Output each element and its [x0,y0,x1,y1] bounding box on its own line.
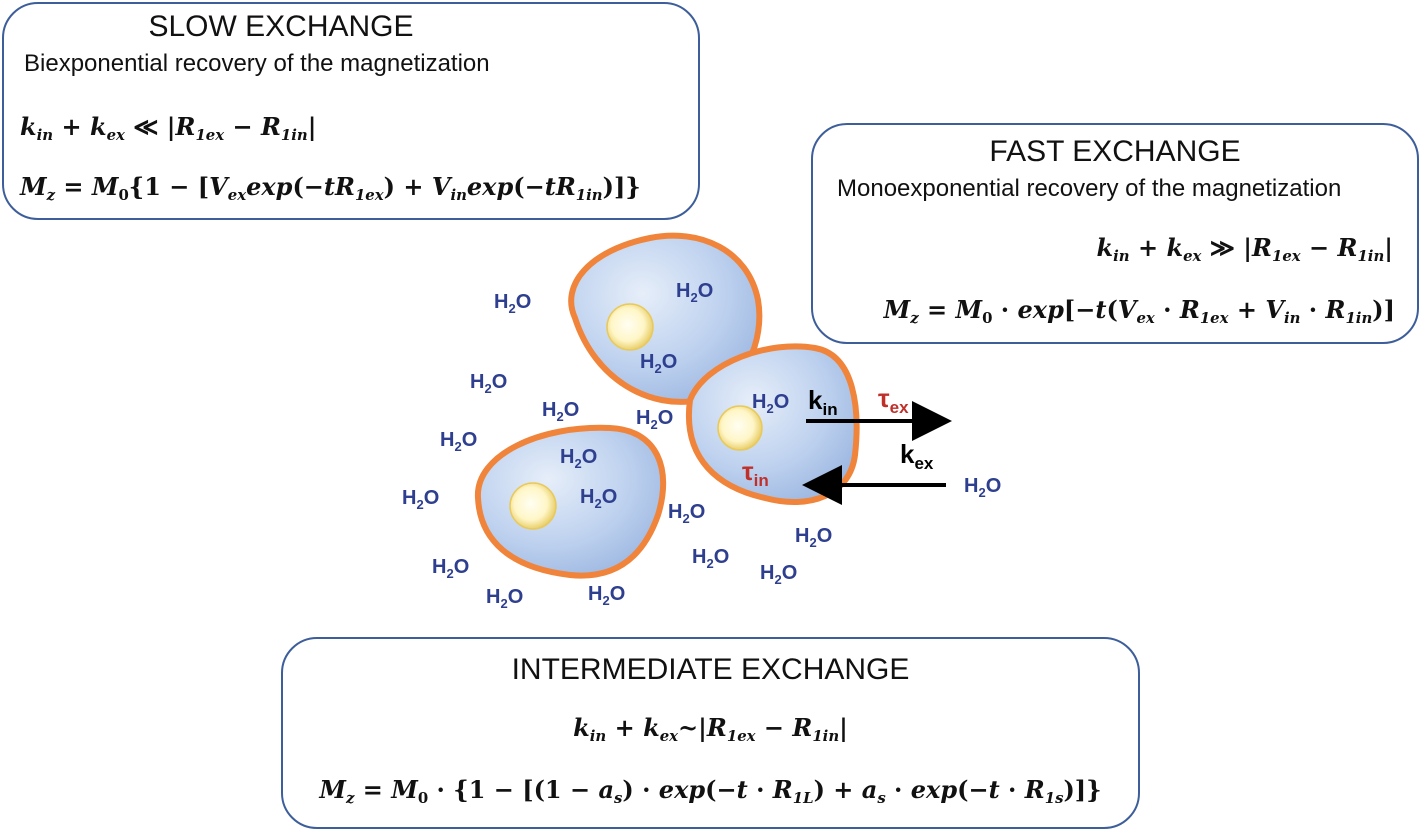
water-label: H2O [402,487,439,512]
slow-exchange-box: SLOW EXCHANGE Biexponential recovery of … [2,2,700,220]
fast-exchange-subtitle: Monoexponential recovery of the magnetiz… [837,175,1342,202]
nucleus-right [717,405,763,451]
cell-top [568,232,763,405]
water-label: H2O [486,586,523,611]
water-label: H2O [432,556,469,581]
water-label: H2O [668,501,705,526]
k-ex-label: kex [900,439,934,473]
slow-exchange-title: SLOW EXCHANGE [148,10,414,43]
water-label: H2O [580,486,617,511]
slow-exchange-condition: kin + kex ≪ |R1ex − R1in| [20,112,317,145]
tau-ex-label: τex [878,383,909,417]
intermediate-exchange-equation: Mz = M0 · {1 − [(1 − as) · exp(−t · R1L)… [319,775,1102,808]
cell-left [474,424,667,579]
fast-exchange-title: FAST EXCHANGE [989,135,1241,168]
water-label: H2O [640,351,677,376]
water-label: H2O [760,562,797,587]
water-molecules: H2O H2O H2O H2O H2O H2O H2O H2O H2O H2O H2O H2O H2O H… [402,280,1001,611]
tau-in-label: τin [742,456,769,490]
water-label: H2O [494,291,531,316]
water-label: H2O [542,399,579,424]
water-label: H2O [795,525,832,550]
water-label: H2O [964,475,1001,500]
nucleus-left [509,482,557,530]
fast-exchange-equation: Mz = M0 · exp[−t(Vex · R1ex + Vin · R1in… [883,295,1395,328]
water-label: H2O [676,280,713,305]
fast-exchange-condition: kin + kex ≫ |R1ex − R1in| [1096,233,1393,266]
water-label: H2O [440,429,477,454]
cell-right [685,343,860,505]
k-in-label: kin [808,385,838,419]
fast-exchange-box: FAST EXCHANGE Monoexponential recovery o… [811,123,1419,344]
water-label: H2O [752,391,789,416]
water-label: H2O [588,583,625,608]
nucleus-top [606,303,654,351]
intermediate-exchange-title: INTERMEDIATE EXCHANGE [511,653,910,686]
intermediate-exchange-box: INTERMEDIATE EXCHANGE kin + kex~|R1ex − … [281,637,1140,829]
slow-exchange-subtitle: Biexponential recovery of the magnetizat… [24,50,490,77]
water-label: H2O [560,446,597,471]
slow-exchange-equation: Mz = M0{1 − [Vexexp(−tR1ex) + Vinexp(−tR… [20,172,641,205]
water-label: H2O [636,407,673,432]
water-label: H2O [692,546,729,571]
water-label: H2O [470,371,507,396]
intermediate-exchange-condition: kin + kex~|R1ex − R1in| [573,713,848,746]
